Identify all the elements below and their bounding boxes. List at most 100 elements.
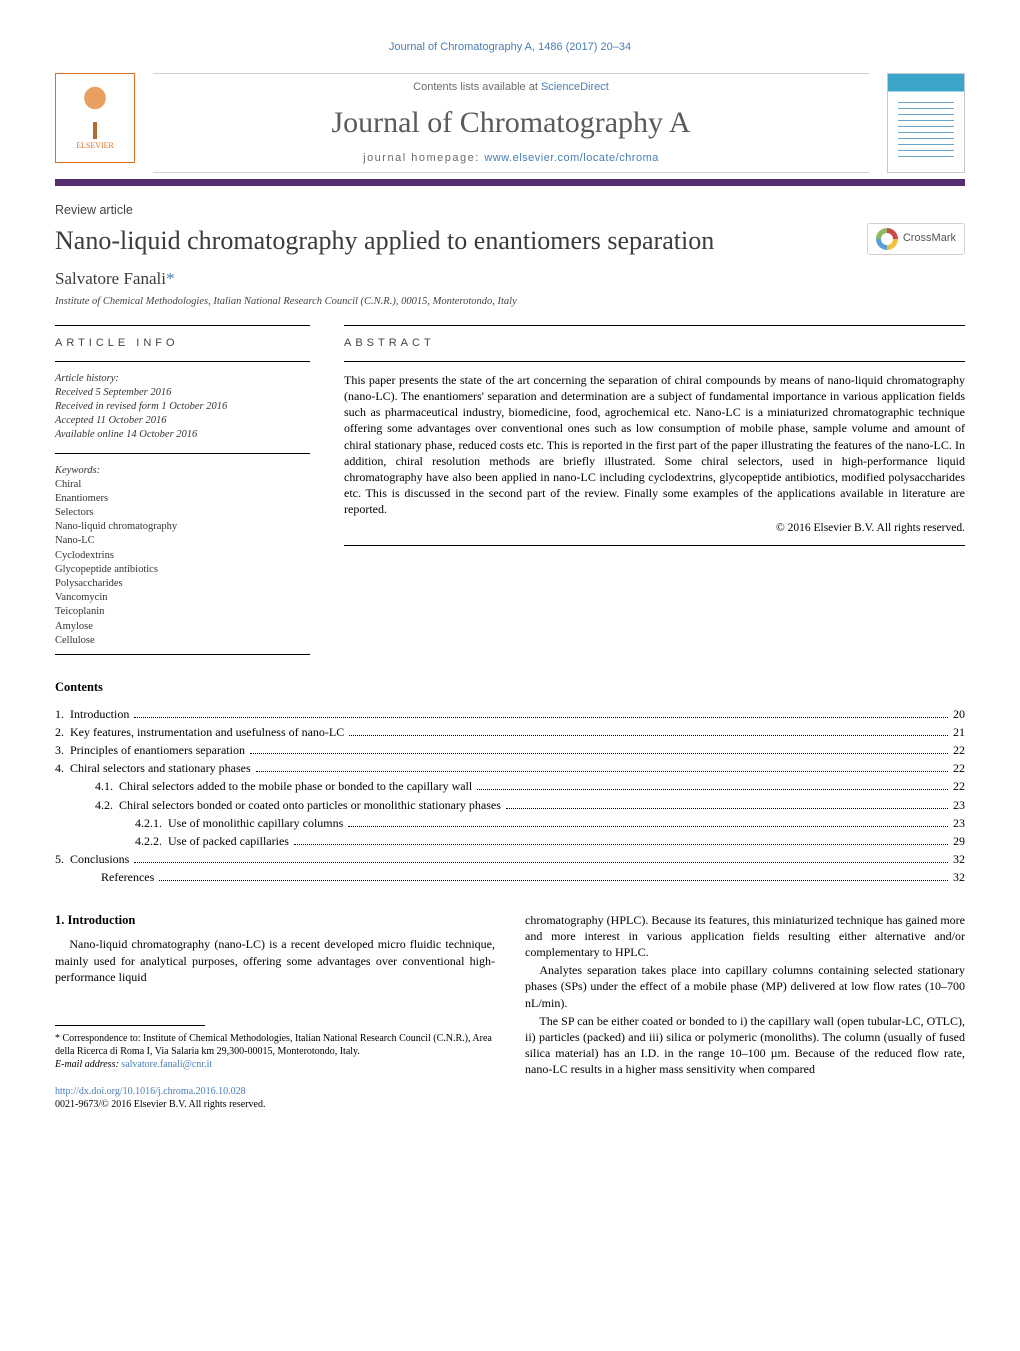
keyword: Nano-LC (55, 534, 310, 548)
running-head: Journal of Chromatography A, 1486 (2017)… (55, 40, 965, 55)
keyword: Polysaccharides (55, 577, 310, 591)
toc-leader-dots (477, 781, 948, 791)
toc-num: 4.2. (95, 797, 113, 813)
sciencedirect-link[interactable]: ScienceDirect (541, 81, 609, 93)
body-para: The SP can be either coated or bonded to… (525, 1013, 965, 1078)
keyword: Chiral (55, 478, 310, 492)
toc-label: Key features, instrumentation and useful… (64, 724, 346, 740)
toc-label: Conclusions (64, 851, 131, 867)
toc-leader-dots (134, 854, 948, 864)
author-corr-marker: * (166, 269, 175, 288)
history-line: Received in revised form 1 October 2016 (55, 400, 310, 414)
toc-num: 4. (55, 760, 64, 776)
toc-num: 4.2.2. (135, 833, 162, 849)
info-rule-2 (55, 453, 310, 454)
corr-footnote: * Correspondence to: Institute of Chemic… (55, 1032, 495, 1058)
keyword: Selectors (55, 506, 310, 520)
homepage-line: journal homepage: www.elsevier.com/locat… (163, 151, 859, 166)
history-line: Available online 14 October 2016 (55, 428, 310, 442)
keyword: Cyclodextrins (55, 549, 310, 563)
history-line: Accepted 11 October 2016 (55, 414, 310, 428)
toc-row: 2.Key features, instrumentation and usef… (55, 724, 965, 740)
abstract-col: ABSTRACT This paper presents the state o… (344, 325, 965, 648)
body-text: 1. Introduction Nano-liquid chromatograp… (55, 912, 965, 1111)
toc-row: 1.Introduction 20 (55, 706, 965, 722)
toc-row: 3.Principles of enantiomers separation22 (55, 742, 965, 758)
toc-leader-dots (294, 835, 948, 845)
body-para: Nano-liquid chromatography (nano-LC) is … (55, 936, 495, 985)
toc-label: Principles of enantiomers separation (64, 742, 247, 758)
crossmark-icon (876, 228, 898, 250)
article-info-col: ARTICLE INFO Article history: Received 5… (55, 325, 310, 648)
toc-label: Introduction (64, 706, 131, 722)
footnote-separator (55, 1025, 205, 1026)
masthead-center: Contents lists available at ScienceDirec… (153, 73, 869, 173)
email-label: E-mail address: (55, 1059, 121, 1070)
toc-num: 1. (55, 706, 64, 722)
toc-label: Use of monolithic capillary columns (162, 815, 345, 831)
homepage-label: journal homepage: (363, 152, 484, 164)
masthead: ELSEVIER Contents lists available at Sci… (55, 73, 965, 173)
toc-page: 22 (951, 778, 965, 794)
keyword: Glycopeptide antibiotics (55, 563, 310, 577)
info-rule-1 (55, 361, 310, 362)
homepage-link[interactable]: www.elsevier.com/locate/chroma (484, 152, 659, 164)
corr-text: Correspondence to: Institute of Chemical… (55, 1033, 492, 1057)
doi-link[interactable]: http://dx.doi.org/10.1016/j.chroma.2016.… (55, 1086, 246, 1097)
contents-available-line: Contents lists available at ScienceDirec… (163, 80, 859, 95)
toc: 1.Introduction 20 2.Key features, instrume… (55, 706, 965, 886)
email-footnote: E-mail address: salvatore.fanali@cnr.it (55, 1058, 495, 1071)
email-link[interactable]: salvatore.fanali@cnr.it (121, 1059, 212, 1070)
toc-row: 4.2.Chiral selectors bonded or coated on… (55, 797, 965, 813)
toc-leader-dots (256, 763, 948, 773)
toc-label: References (95, 869, 156, 885)
toc-row: 4.1.Chiral selectors added to the mobile… (55, 778, 965, 794)
toc-page: 21 (951, 724, 965, 740)
toc-leader-dots (250, 745, 948, 755)
history-line: Received 5 September 2016 (55, 386, 310, 400)
article-title: Nano-liquid chromatography applied to en… (55, 223, 847, 258)
toc-leader-dots (349, 726, 948, 736)
journal-cover-thumb (887, 73, 965, 173)
keywords-label: Keywords: (55, 464, 310, 478)
toc-leader-dots (348, 817, 948, 827)
article-type: Review article (55, 202, 965, 219)
toc-num: 3. (55, 742, 64, 758)
toc-row: References 32 (55, 869, 965, 885)
toc-label: Use of packed capillaries (162, 833, 291, 849)
info-bottom-rule (55, 654, 310, 655)
keyword: Enantiomers (55, 492, 310, 506)
toc-label: Chiral selectors bonded or coated onto p… (113, 797, 503, 813)
crossmark-label: CrossMark (903, 231, 956, 246)
masthead-accent-bar (55, 179, 965, 186)
toc-leader-dots (506, 799, 948, 809)
toc-label: Chiral selectors and stationary phases (64, 760, 253, 776)
abstract-heading: ABSTRACT (344, 336, 965, 351)
keywords-block: Keywords: Chiral Enantiomers Selectors N… (55, 464, 310, 648)
article-history: Article history: Received 5 September 20… (55, 372, 310, 443)
authors: Salvatore Fanali* (55, 268, 965, 291)
history-label: Article history: (55, 372, 310, 386)
toc-page: 23 (951, 815, 965, 831)
toc-page: 20 (951, 706, 965, 722)
journal-name: Journal of Chromatography A (163, 103, 859, 144)
toc-row: 4.Chiral selectors and stationary phases… (55, 760, 965, 776)
contents-prefix: Contents lists available at (413, 81, 541, 93)
abstract-copyright: © 2016 Elsevier B.V. All rights reserved… (344, 521, 965, 537)
keyword: Teicoplanin (55, 605, 310, 619)
corr-marker: * (55, 1033, 60, 1044)
keyword: Nano-liquid chromatography (55, 520, 310, 534)
affiliation: Institute of Chemical Methodologies, Ita… (55, 295, 965, 309)
toc-page: 23 (951, 797, 965, 813)
toc-page: 29 (951, 833, 965, 849)
toc-num: 4.1. (95, 778, 113, 794)
toc-page: 32 (951, 869, 965, 885)
elsevier-label: ELSEVIER (76, 141, 114, 152)
contents-heading: Contents (55, 679, 965, 696)
toc-page: 32 (951, 851, 965, 867)
footnotes: * Correspondence to: Institute of Chemic… (55, 1032, 495, 1071)
abstract-rule (344, 361, 965, 362)
toc-row: 4.2.2.Use of packed capillaries 29 (55, 833, 965, 849)
crossmark-badge[interactable]: CrossMark (867, 223, 965, 255)
issn-copyright: 0021-9673/© 2016 Elsevier B.V. All right… (55, 1098, 495, 1111)
